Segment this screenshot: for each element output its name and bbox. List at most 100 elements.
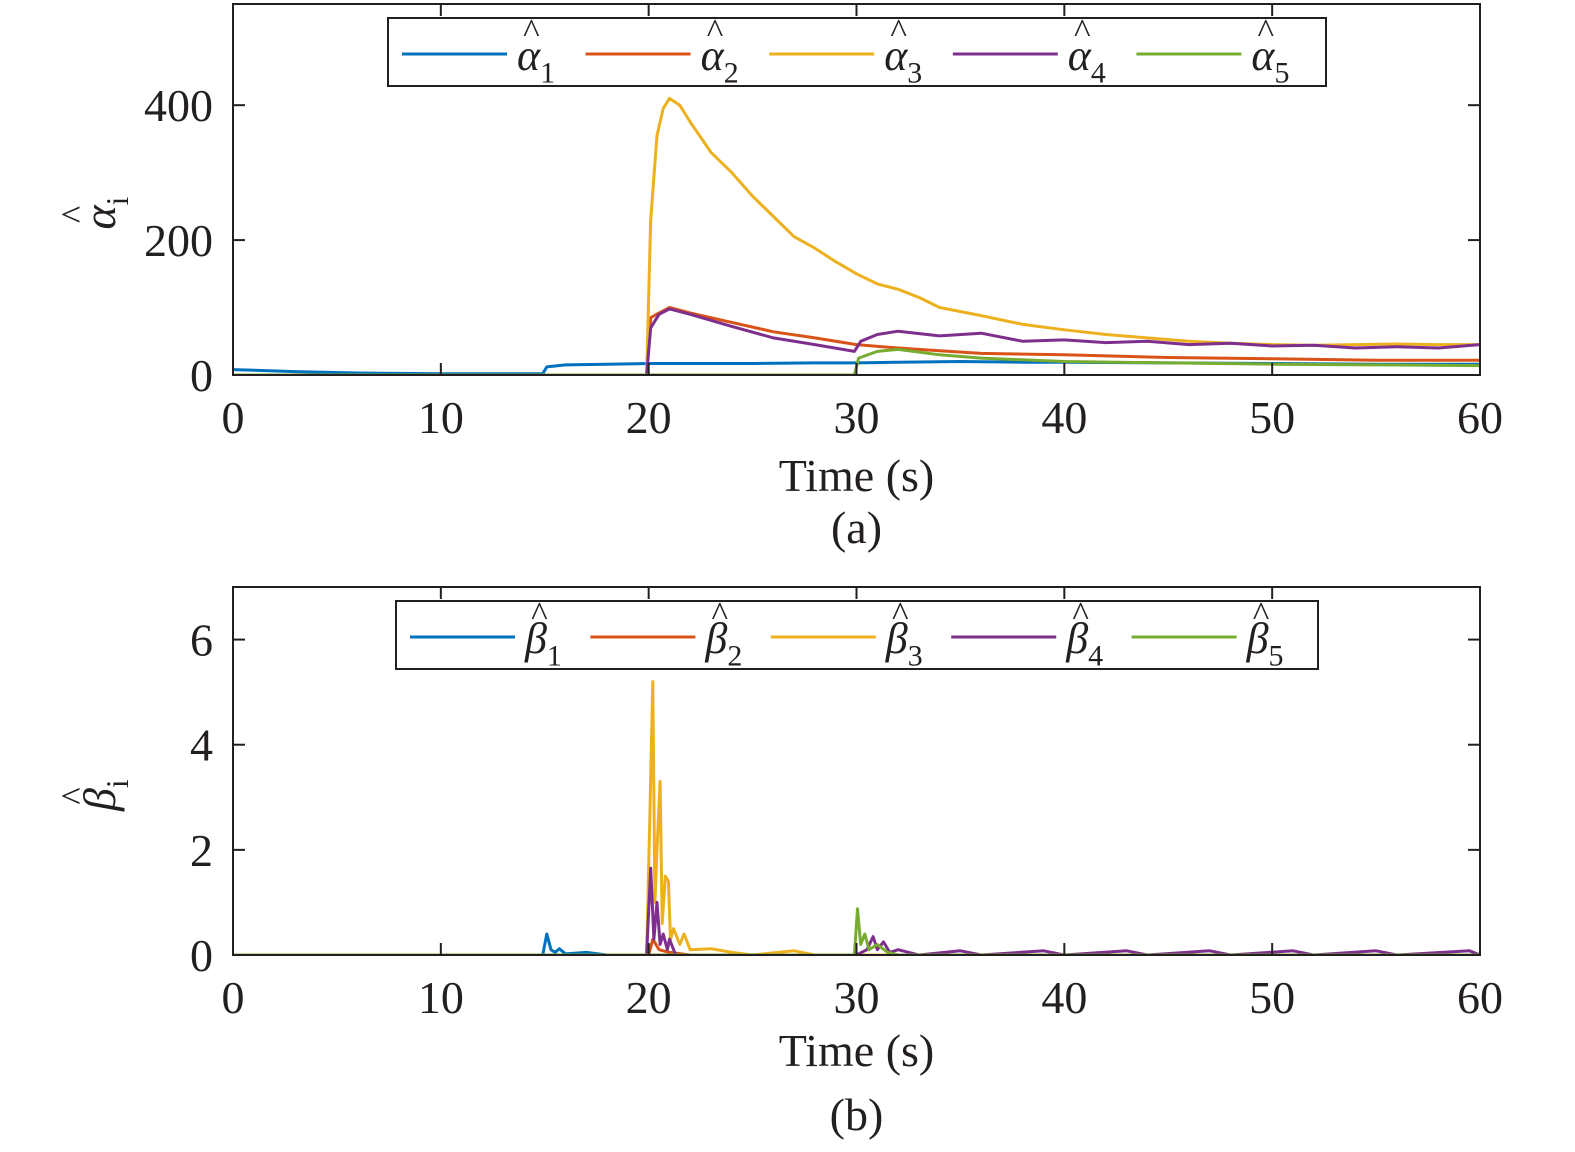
legend-entry-1-text: α1 xyxy=(517,31,555,89)
x-tick-label: 10 xyxy=(418,972,464,1023)
legend-entry-3: α3^ xyxy=(884,12,922,90)
y-axis-label: βi^ xyxy=(53,779,134,812)
legend-entry-3-text: α3 xyxy=(884,31,922,89)
x-tick-label: 50 xyxy=(1249,972,1295,1023)
legend: β1^ β2^ β3^ β4^ β5^ xyxy=(395,595,1319,673)
legend-entry-5-hat: ^ xyxy=(1253,595,1270,634)
y-tick-label: 0 xyxy=(190,350,213,401)
legend-entry-1-symbol: β xyxy=(524,614,547,663)
legend-entry-2-subscript: 2 xyxy=(724,56,739,89)
legend-entry-2-symbol: α xyxy=(701,31,725,80)
x-tick-label: 0 xyxy=(222,392,245,443)
legend-entry-4-subscript: 4 xyxy=(1091,56,1106,89)
series-line-3 xyxy=(233,96,1480,375)
legend-box xyxy=(395,600,1319,670)
legend-entry-4-hat: ^ xyxy=(1074,12,1091,51)
legend-entry-3-text: β3 xyxy=(885,614,923,672)
x-tick-label: 60 xyxy=(1457,392,1503,443)
legend-box xyxy=(387,17,1327,87)
legend-entry-1-hat: ^ xyxy=(523,12,540,51)
legend-entry-1: β1^ xyxy=(524,595,562,673)
legend-entry-1-text: β1 xyxy=(524,614,562,672)
series-line-5 xyxy=(233,347,1480,375)
x-axis-label: Time (s) xyxy=(779,1025,935,1076)
series-line-4 xyxy=(233,307,1480,375)
y-axis-label-symbol-hat: ^ xyxy=(53,787,94,804)
y-tick-label: 400 xyxy=(144,80,213,131)
legend-entry-2: α2^ xyxy=(701,12,739,90)
legend-entry-2-text: β2 xyxy=(704,614,742,672)
legend-entry-3-subscript: 3 xyxy=(907,56,922,89)
y-axis-label-symbol-text: βi xyxy=(74,779,135,812)
legend-entry-4-text: α4 xyxy=(1068,31,1106,89)
series-line-2 xyxy=(233,937,1480,955)
legend-entry-2-hat: ^ xyxy=(712,595,729,634)
legend-entry-5: β5^ xyxy=(1246,595,1284,673)
y-tick-label: 4 xyxy=(190,720,213,771)
legend-entry-4-subscript: 4 xyxy=(1088,639,1103,672)
y-tick-label: 6 xyxy=(190,615,213,666)
legend-entry-1: α1^ xyxy=(517,12,555,90)
x-tick-label: 20 xyxy=(626,972,672,1023)
legend-entry-3-hat: ^ xyxy=(892,595,909,634)
y-tick-label: 200 xyxy=(144,215,213,266)
y-tick-label: 2 xyxy=(190,825,213,876)
x-tick-label: 10 xyxy=(418,392,464,443)
y-axis-label-symbol: αi^ xyxy=(53,196,134,229)
legend-entry-5-text: α5 xyxy=(1251,31,1289,89)
y-axis-label-symbol-subscript: i xyxy=(100,779,135,788)
x-tick-label: 0 xyxy=(222,972,245,1023)
y-axis-label-symbol-subscript: i xyxy=(100,196,135,205)
legend-entry-4: α4^ xyxy=(1068,12,1106,90)
y-axis-label-symbol-symbol: α xyxy=(74,205,125,230)
legend-entry-2: β2^ xyxy=(704,595,742,673)
legend-entry-5-symbol: β xyxy=(1246,614,1269,663)
y-tick-label: 0 xyxy=(190,930,213,981)
legend-entry-3-subscript: 3 xyxy=(908,639,923,672)
x-tick-label: 60 xyxy=(1457,972,1503,1023)
legend-entry-3: β3^ xyxy=(885,595,923,673)
legend-entry-1-hat: ^ xyxy=(531,595,548,634)
y-axis-label: αi^ xyxy=(53,196,134,229)
y-axis-label-symbol-hat: ^ xyxy=(53,206,94,223)
legend-entry-5-subscript: 5 xyxy=(1269,639,1284,672)
series-line-2 xyxy=(233,306,1480,375)
legend-entry-3-symbol: β xyxy=(885,614,908,663)
legend-entry-4: β4^ xyxy=(1065,595,1103,673)
series-lines xyxy=(233,96,1480,375)
legend-entry-5-symbol: α xyxy=(1251,31,1275,80)
legend-entry-5-hat: ^ xyxy=(1258,12,1275,51)
legend-entry-5-text: β5 xyxy=(1246,614,1284,672)
series-line-4 xyxy=(233,866,1480,955)
series-line-5 xyxy=(233,907,1480,955)
x-tick-label: 40 xyxy=(1041,972,1087,1023)
legend-entry-1-subscript: 1 xyxy=(547,639,562,672)
panel-caption: (b) xyxy=(830,1089,884,1140)
legend-entry-3-hat: ^ xyxy=(890,12,907,51)
legend-entry-2-hat: ^ xyxy=(707,12,724,51)
legend-entry-1-subscript: 1 xyxy=(540,56,555,89)
x-tick-label: 40 xyxy=(1041,392,1087,443)
x-tick-label: 20 xyxy=(626,392,672,443)
legend-entry-1-symbol: α xyxy=(517,31,541,80)
legend-entry-4-hat: ^ xyxy=(1072,595,1089,634)
legend-entry-2-text: α2 xyxy=(701,31,739,89)
x-tick-label: 30 xyxy=(834,392,880,443)
legend-entry-2-symbol: β xyxy=(704,614,727,663)
panel-caption: (a) xyxy=(831,502,882,553)
legend-entry-3-symbol: α xyxy=(884,31,908,80)
x-axis-label: Time (s) xyxy=(779,450,935,501)
legend: α1^ α2^ α3^ α4^ α5^ xyxy=(387,12,1327,90)
y-axis-label-symbol-text: αi xyxy=(74,196,135,229)
legend-entry-4-symbol: α xyxy=(1068,31,1092,80)
x-tick-label: 50 xyxy=(1249,392,1295,443)
legend-entry-4-text: β4 xyxy=(1065,614,1103,672)
series-lines xyxy=(233,680,1480,955)
x-tick-label: 30 xyxy=(834,972,880,1023)
y-axis-label-symbol: βi^ xyxy=(53,779,134,812)
legend-entry-4-symbol: β xyxy=(1065,614,1088,663)
y-axis-label-symbol-symbol: β xyxy=(74,788,125,812)
